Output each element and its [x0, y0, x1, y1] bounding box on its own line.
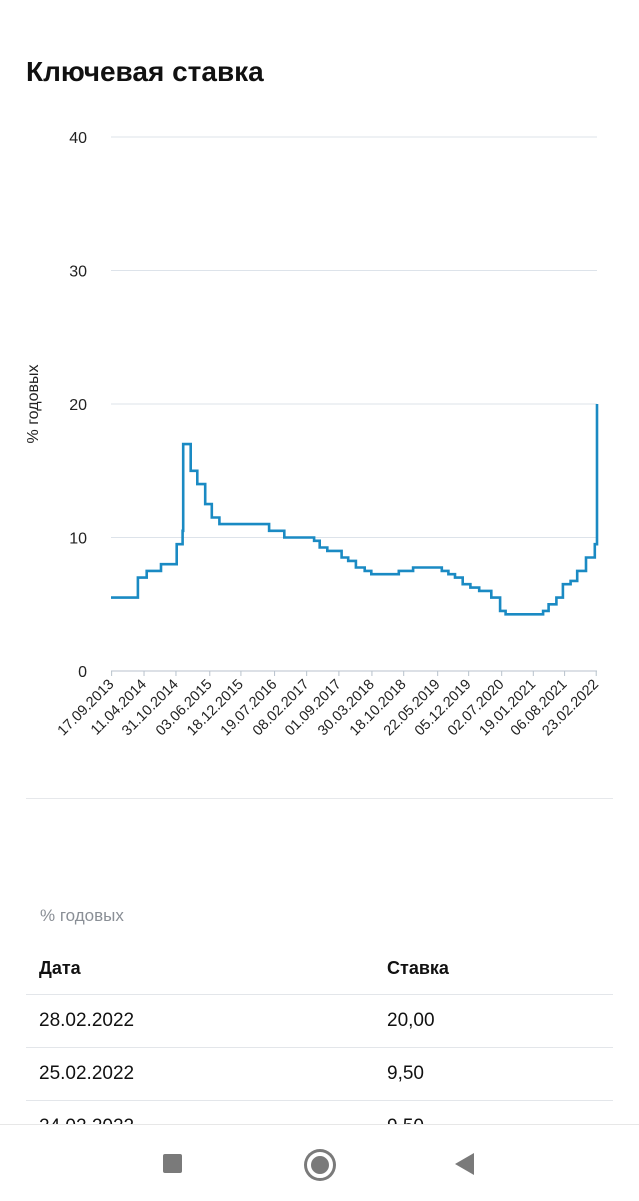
y-axis-title: % годовых — [25, 365, 42, 444]
y-tick-label: 10 — [69, 531, 87, 548]
row-date: 28.02.2022 — [26, 994, 374, 1048]
recents-icon[interactable] — [160, 1151, 186, 1177]
column-header-date[interactable]: Дата — [26, 942, 374, 995]
table-unit-caption: % годовых — [40, 906, 124, 925]
android-nav-bar — [0, 1124, 639, 1201]
back-icon[interactable] — [455, 1151, 481, 1177]
table-row: 25.02.2022 9,50 — [26, 1047, 613, 1101]
section-divider — [26, 798, 613, 799]
y-tick-label: 20 — [69, 397, 87, 414]
key-rate-chart: 01020304017.09.201311.04.201431.10.20140… — [25, 130, 602, 739]
column-header-rate[interactable]: Ставка — [374, 942, 613, 995]
page-title: Ключевая ставка — [26, 56, 264, 87]
home-icon[interactable] — [306, 1151, 333, 1178]
y-tick-label: 0 — [78, 664, 87, 681]
row-rate: 9,50 — [374, 1047, 613, 1101]
table-row: 28.02.2022 20,00 — [26, 994, 613, 1048]
y-tick-label: 30 — [69, 264, 87, 281]
row-rate: 20,00 — [374, 994, 613, 1048]
row-date: 25.02.2022 — [26, 1047, 374, 1101]
table-header-row: Дата Ставка — [26, 942, 613, 995]
y-tick-label: 40 — [69, 130, 87, 147]
rates-table: Дата Ставка 28.02.2022 20,00 25.02.2022 … — [26, 942, 613, 1154]
rate-series-line — [111, 404, 599, 616]
